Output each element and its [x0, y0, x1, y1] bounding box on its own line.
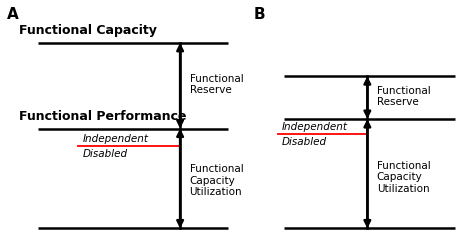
Text: Functional
Reserve: Functional Reserve: [377, 86, 430, 107]
Text: Disabled: Disabled: [282, 137, 327, 147]
Text: A: A: [7, 7, 19, 22]
Text: Functional Capacity: Functional Capacity: [19, 24, 157, 37]
Text: Functional
Reserve: Functional Reserve: [190, 74, 243, 95]
Text: Independent: Independent: [282, 122, 348, 132]
Text: Independent: Independent: [83, 134, 149, 144]
Text: B: B: [254, 7, 265, 22]
Text: Functional Performance: Functional Performance: [19, 109, 186, 123]
Text: Functional
Capacity
Utilization: Functional Capacity Utilization: [190, 164, 243, 198]
Text: Functional
Capacity
Utilization: Functional Capacity Utilization: [377, 161, 430, 194]
Text: Disabled: Disabled: [83, 149, 128, 159]
